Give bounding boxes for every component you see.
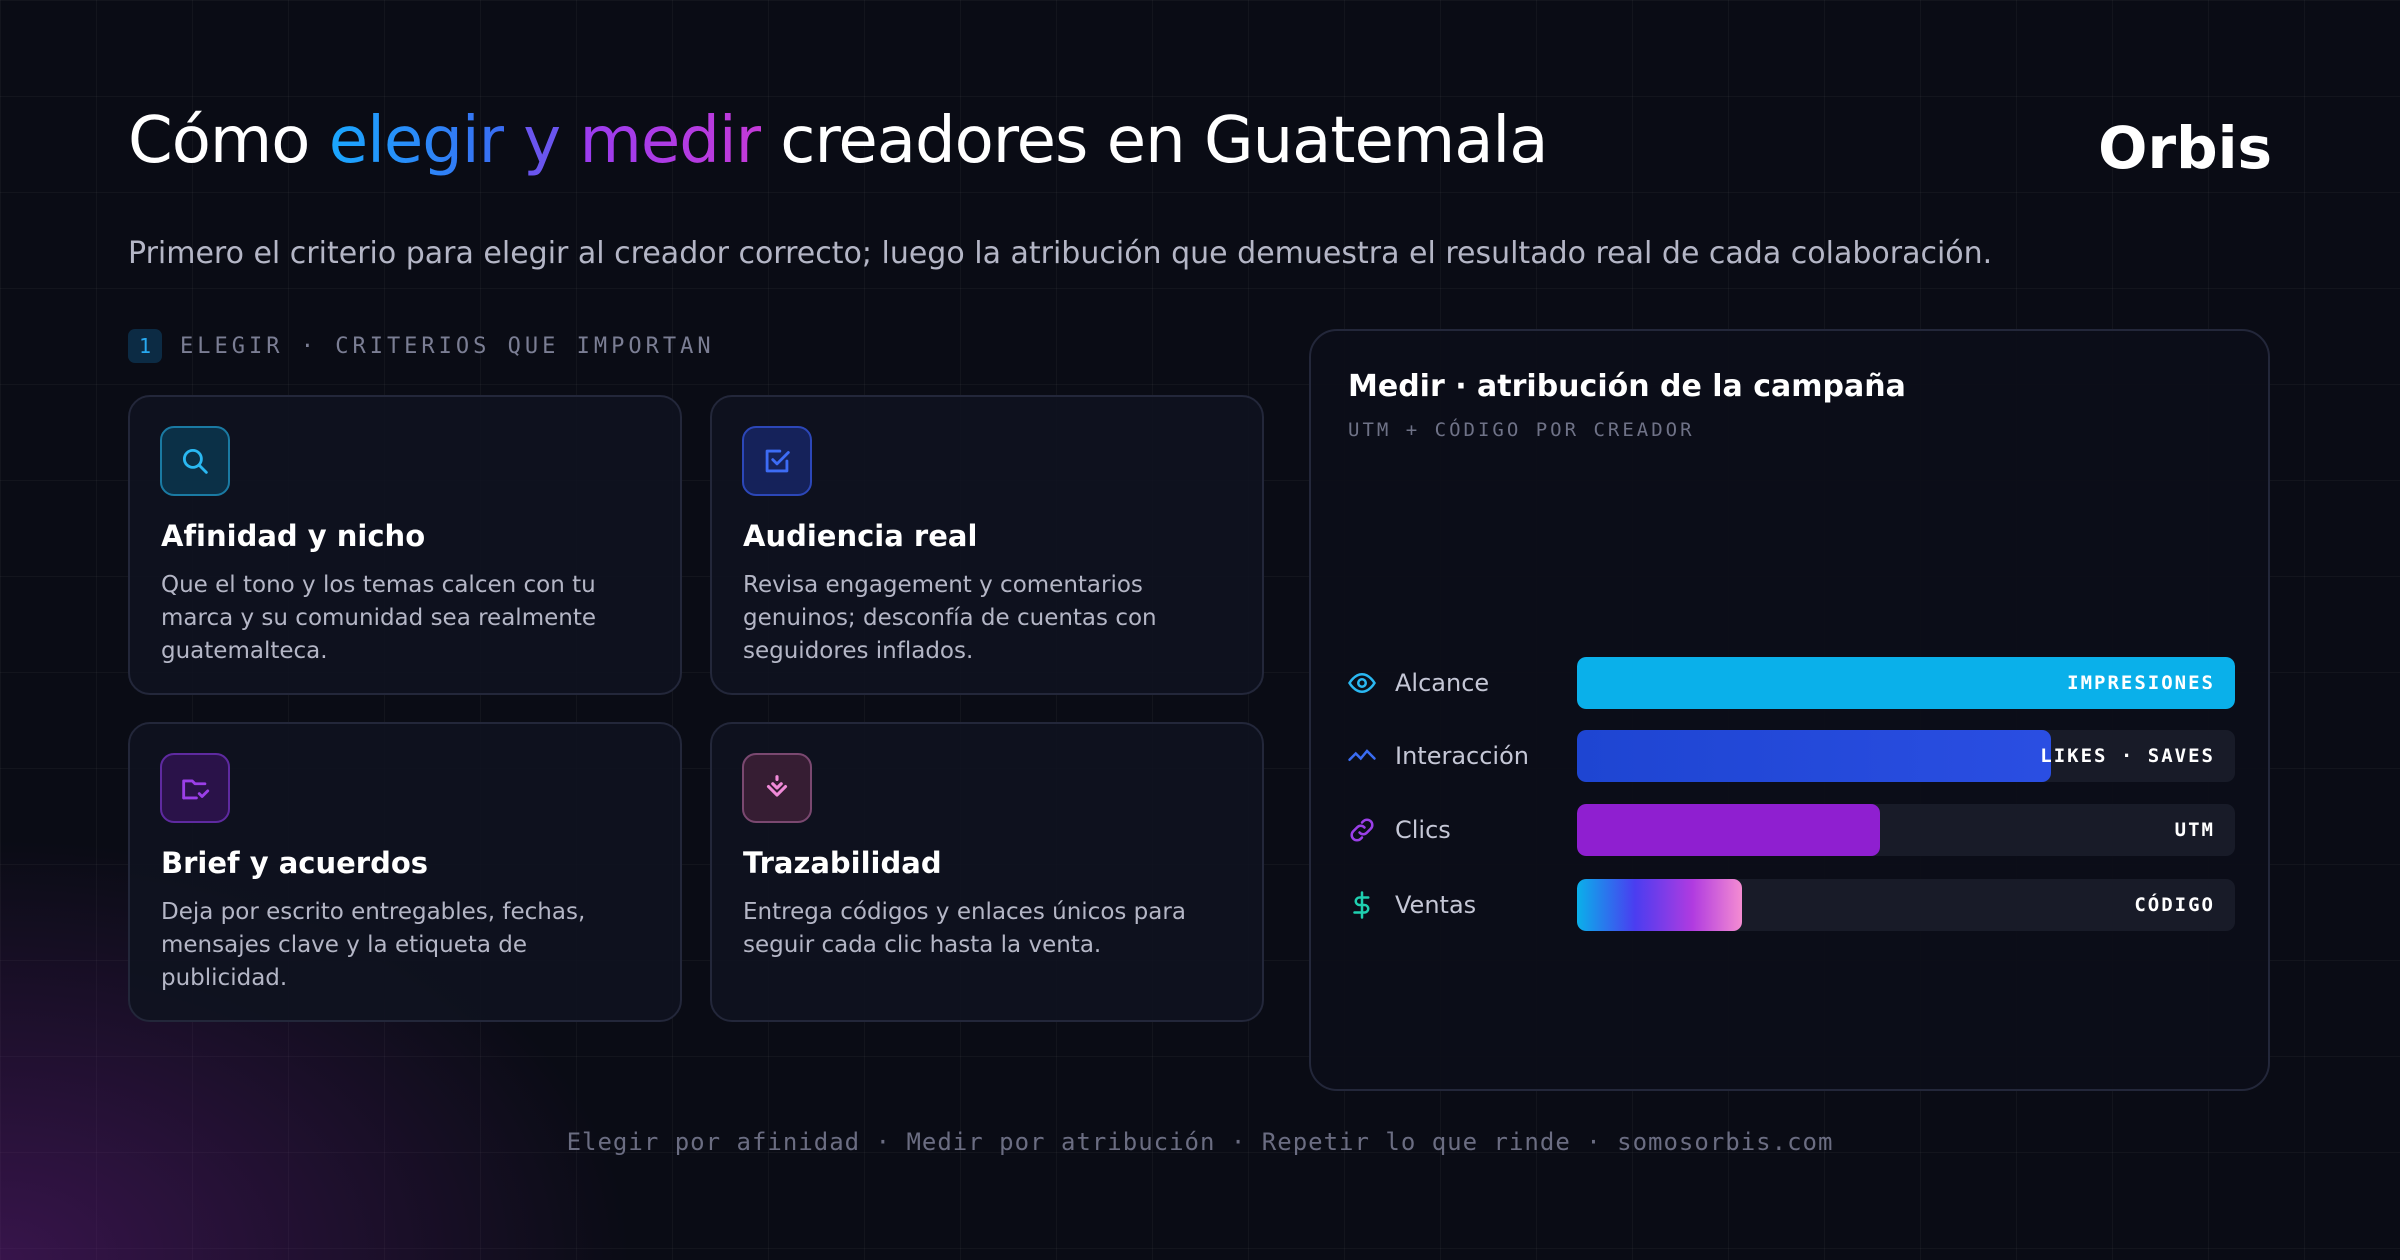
brand: Orbis	[2098, 114, 2272, 182]
row-label: Clics	[1395, 816, 1451, 844]
card-title: Brief y acuerdos	[161, 846, 429, 880]
section-text: ELEGIR · CRITERIOS QUE IMPORTAN	[180, 333, 715, 359]
bar	[1577, 730, 2051, 782]
title-part: y	[503, 104, 580, 178]
bar-track: LIKES · SAVES	[1577, 730, 2235, 782]
funnel-row: Alcance IMPRESIONES	[1311, 657, 2268, 709]
row-label: Alcance	[1395, 669, 1490, 697]
card: Brief y acuerdos Deja por escrito entreg…	[128, 722, 682, 1022]
bar-track: CÓDIGO	[1577, 879, 2235, 931]
row-icon	[1350, 818, 1374, 842]
panel-subtitle: UTM + CÓDIGO POR CREADOR	[1348, 419, 1695, 441]
title-part: Cómo	[128, 104, 329, 178]
footer: Elegir por afinidad · Medir por atribuci…	[566, 1128, 1834, 1156]
card-title: Afinidad y nicho	[161, 519, 426, 553]
card-description: Que el tono y los temas calcen con tu ma…	[161, 572, 596, 664]
panel-title: Medir · atribución de la campaña	[1348, 369, 1906, 404]
bar-tag: LIKES · SAVES	[2040, 745, 2215, 767]
title-part: medir	[579, 104, 762, 178]
title: Cómo elegir y medir creadores en Guatema…	[128, 104, 1548, 178]
bar-tag: CÓDIGO	[2134, 894, 2215, 916]
bar	[1577, 804, 1880, 856]
card: Audiencia real Revisa engagement y comen…	[710, 395, 1264, 695]
funnel-row: Ventas CÓDIGO	[1311, 879, 2268, 931]
row-icon	[1348, 672, 1376, 694]
bar	[1577, 657, 2235, 709]
bar-track: IMPRESIONES	[1577, 657, 2235, 709]
card-title: Trazabilidad	[743, 846, 942, 880]
attribution-panel: Medir · atribución de la campaña UTM + C…	[1309, 329, 2270, 1091]
card-icon	[742, 426, 812, 496]
section-label: 1 ELEGIR · CRITERIOS QUE IMPORTAN	[128, 329, 715, 363]
row-label: Ventas	[1395, 891, 1477, 919]
card: Trazabilidad Entrega códigos y enlaces ú…	[710, 722, 1264, 1022]
bar-tag: UTM	[2174, 819, 2215, 841]
card: Afinidad y nicho Que el tono y los temas…	[128, 395, 682, 695]
card-icon	[742, 753, 812, 823]
row-label: Interacción	[1395, 742, 1529, 770]
card-icon	[160, 753, 230, 823]
card-title: Audiencia real	[743, 519, 978, 553]
bar-tag: IMPRESIONES	[2067, 672, 2215, 694]
bar-track: UTM	[1577, 804, 2235, 856]
title-part: creadores en Guatemala	[760, 104, 1548, 178]
row-icon	[1353, 891, 1370, 919]
subtitle: Primero el criterio para elegir al cread…	[128, 236, 1993, 271]
card-description: Revisa engagement y comentarios genuinos…	[743, 572, 1157, 664]
row-icon	[1348, 749, 1376, 761]
funnel-row: Clics UTM	[1311, 804, 2268, 856]
funnel-row: Interacción LIKES · SAVES	[1311, 730, 2268, 782]
step-badge: 1	[128, 329, 162, 363]
card-icon	[160, 426, 230, 496]
bar	[1577, 879, 1742, 931]
card-description: Entrega códigos y enlaces únicos para se…	[743, 899, 1186, 958]
title-part: elegir	[328, 104, 505, 178]
card-description: Deja por escrito entregables, fechas, me…	[161, 899, 586, 991]
